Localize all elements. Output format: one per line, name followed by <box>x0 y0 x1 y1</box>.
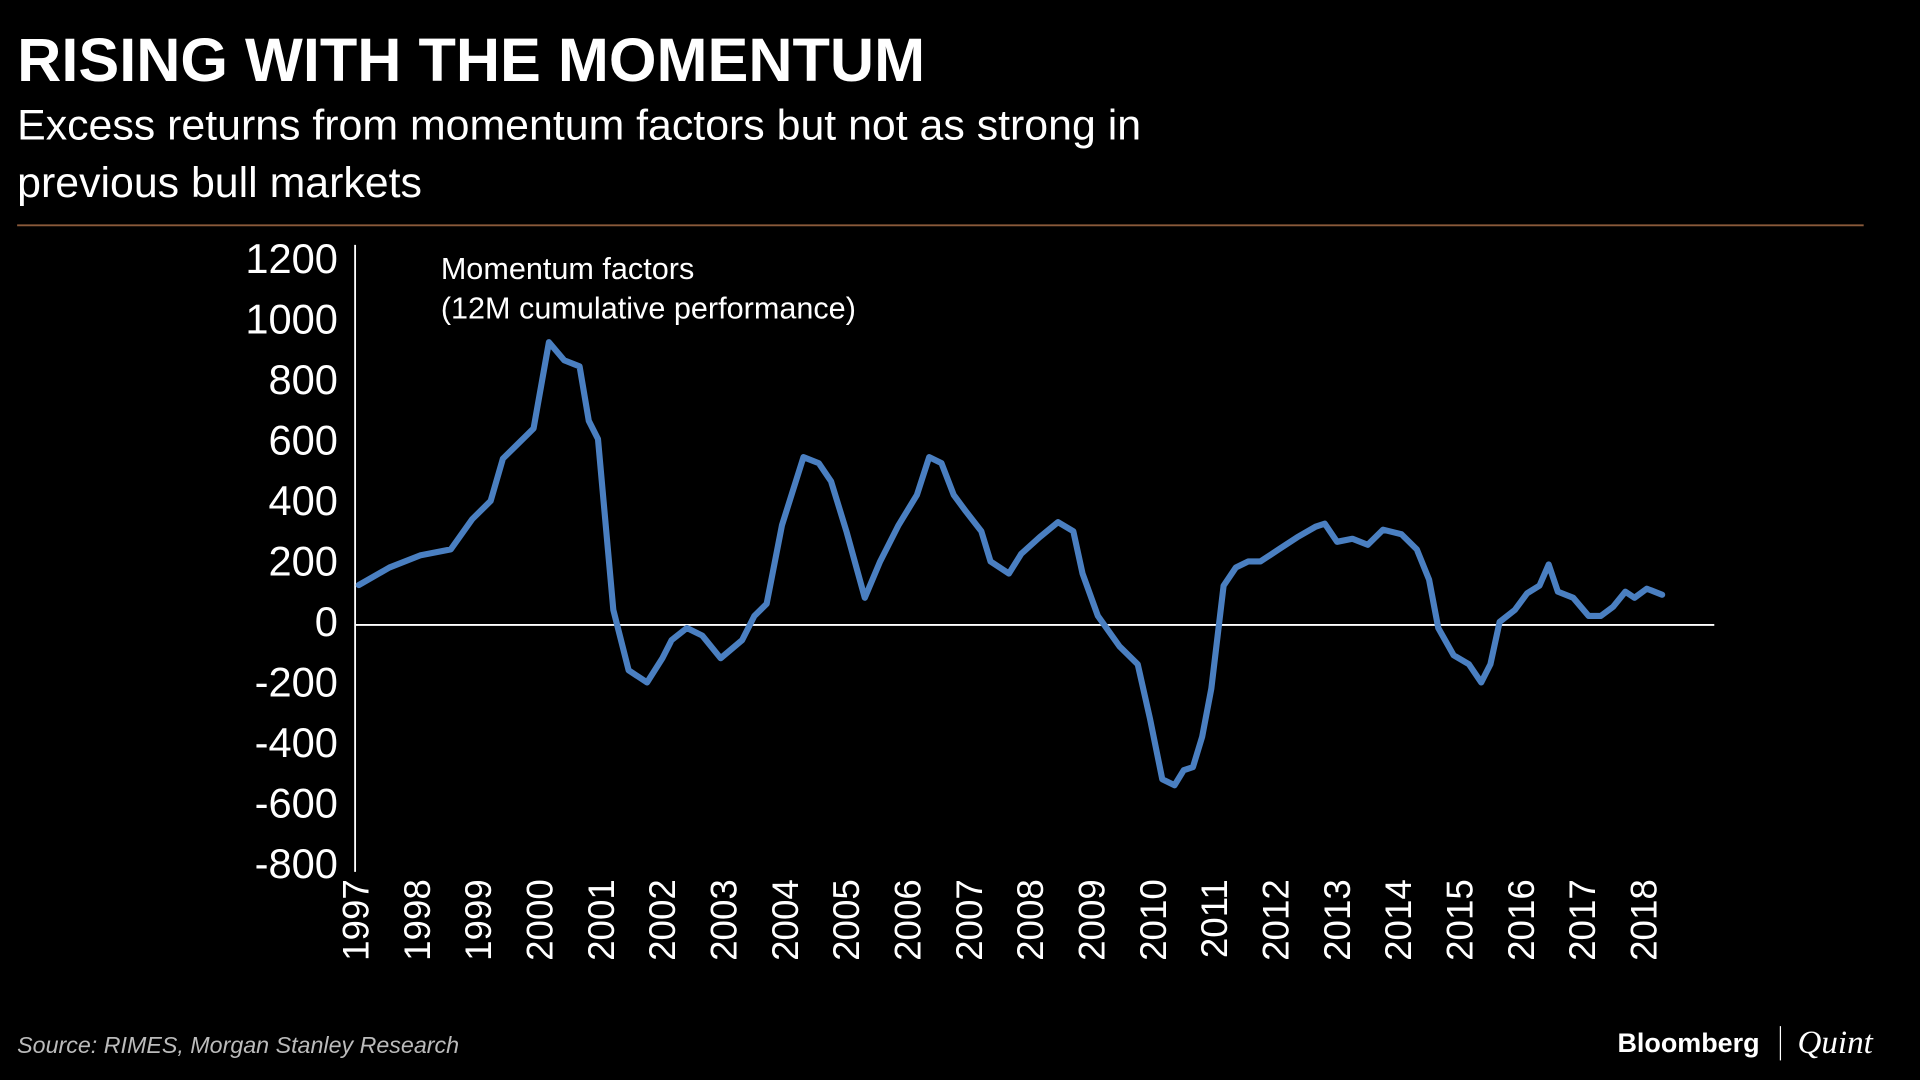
y-tick-label: 400 <box>269 477 338 524</box>
chart-subtitle: Excess returns from momentum factors but… <box>17 102 1141 150</box>
x-tick-label: 2007 <box>949 879 990 961</box>
brand: Quint <box>1798 1025 1874 1061</box>
y-tick-label: -200 <box>255 658 338 705</box>
x-tick-label: 2008 <box>1010 879 1051 961</box>
y-tick-label: 800 <box>269 356 338 403</box>
y-tick-label: -400 <box>255 719 338 766</box>
x-tick-label: 2000 <box>519 879 560 961</box>
x-tick-label: 2015 <box>1440 879 1481 961</box>
y-tick-label: -800 <box>255 840 338 887</box>
x-tick-label: 2014 <box>1378 879 1419 961</box>
x-tick-label: 2018 <box>1624 879 1665 961</box>
x-tick-label: 1998 <box>397 879 438 961</box>
x-tick-label: 1997 <box>335 879 376 961</box>
x-tick-label: 2004 <box>765 879 806 961</box>
x-tick-label: 2011 <box>1194 879 1235 958</box>
x-tick-label: 2001 <box>581 879 622 961</box>
x-tick-label: 2009 <box>1072 879 1113 961</box>
x-tick-label: 2010 <box>1133 879 1174 961</box>
annotation: Momentum factors <box>441 252 694 286</box>
x-tick-label: 2006 <box>887 879 928 961</box>
chart-title: RISING WITH THE MOMENTUM <box>17 26 925 94</box>
x-tick-label: 2003 <box>703 879 744 961</box>
y-tick-label: 0 <box>315 598 338 645</box>
annotation: (12M cumulative performance) <box>441 291 856 325</box>
x-tick-label: 2017 <box>1562 879 1603 961</box>
y-tick-label: -600 <box>255 779 338 826</box>
data-line <box>355 339 1666 789</box>
y-tick-label: 1200 <box>245 235 338 282</box>
brand: Bloomberg <box>1617 1028 1759 1058</box>
chart-subtitle: previous bull markets <box>17 159 422 207</box>
x-tick-label: 2016 <box>1501 879 1542 961</box>
x-tick-label: 2002 <box>642 879 683 961</box>
x-tick-label: 2005 <box>826 879 867 961</box>
x-tick-label: 1999 <box>458 879 499 961</box>
x-tick-label: 2013 <box>1317 879 1358 961</box>
y-tick-label: 600 <box>269 417 338 464</box>
source: Source: RIMES, Morgan Stanley Research <box>17 1032 459 1058</box>
x-tick-label: 2012 <box>1256 879 1297 961</box>
y-tick-label: 200 <box>269 537 338 584</box>
y-tick-label: 1000 <box>245 296 338 343</box>
